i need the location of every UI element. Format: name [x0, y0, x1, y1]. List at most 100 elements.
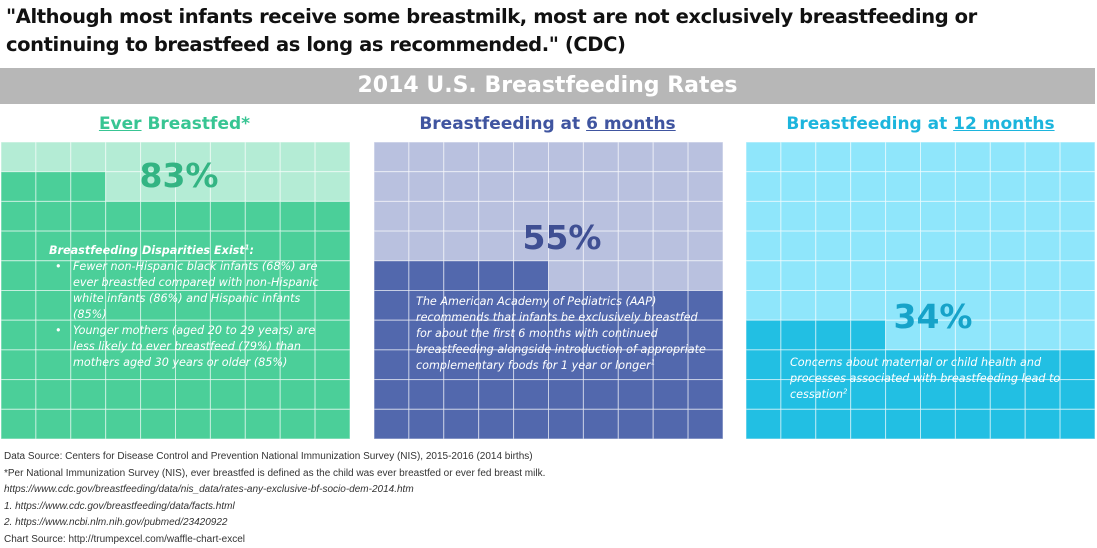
waffle-cell-empty: [746, 172, 781, 202]
waffle-cell-filled: [409, 409, 444, 439]
waffle-cell-filled: [315, 231, 350, 261]
waffle-cell-empty: [921, 201, 956, 231]
waffle-cell-filled: [479, 261, 514, 291]
waffle-cell-empty: [781, 142, 816, 172]
waffle-cell-empty: [1025, 231, 1060, 261]
waffle-cell-empty: [746, 231, 781, 261]
waffle-cell-empty: [444, 172, 479, 202]
waffle-cell-empty: [280, 172, 315, 202]
waffle-cell-empty: [746, 291, 781, 321]
waffle-cell-empty: [1, 142, 36, 172]
waffle-cell-filled: [210, 409, 245, 439]
panel-title-suffix: Breastfed*: [142, 114, 251, 134]
waffle-cell-empty: [746, 142, 781, 172]
waffle-cell-filled: [36, 201, 71, 231]
waffle-cell-empty: [583, 172, 618, 202]
waffle-cell-filled: [688, 380, 723, 410]
waffle-cell-filled: [955, 409, 990, 439]
waffle-cell-filled: [1, 291, 36, 321]
waffle-cell-empty: [688, 172, 723, 202]
panel-title-ever-breastfed: Ever Breastfed*: [0, 111, 349, 137]
waffle-cell-filled: [990, 409, 1025, 439]
reference-2-link[interactable]: 2. https://www.ncbi.nlm.nih.gov/pubmed/2…: [4, 515, 1092, 532]
waffle-cell-empty: [479, 142, 514, 172]
waffle-cell-empty: [36, 142, 71, 172]
waffle-cell-empty: [955, 231, 990, 261]
waffle-cell-empty: [990, 201, 1025, 231]
waffle-cell-empty: [409, 172, 444, 202]
waffle-cell-filled: [781, 409, 816, 439]
waffle-cell-filled: [409, 380, 444, 410]
waffle-cell-empty: [1025, 261, 1060, 291]
waffle-cell-empty: [409, 142, 444, 172]
waffle-cell-filled: [746, 320, 781, 350]
waffle-cell-filled: [444, 380, 479, 410]
waffle-cell-filled: [36, 172, 71, 202]
waffle-cell-empty: [955, 261, 990, 291]
waffle-cell-filled: [71, 172, 106, 202]
waffle-cell-empty: [781, 231, 816, 261]
aap-note-footnote: 1: [651, 358, 655, 366]
waffle-cell-empty: [688, 261, 723, 291]
quote-heading: "Although most infants receive some brea…: [6, 3, 1094, 59]
waffle-cell-empty: [746, 261, 781, 291]
waffle-cell-filled: [653, 409, 688, 439]
waffle-cell-filled: [245, 380, 280, 410]
waffle-cell-empty: [851, 172, 886, 202]
waffle-cell-empty: [514, 172, 549, 202]
waffle-cell-empty: [886, 261, 921, 291]
waffle-cell-empty: [921, 142, 956, 172]
waffle-cell-empty: [746, 201, 781, 231]
waffle-cell-filled: [746, 409, 781, 439]
waffle-cell-empty: [688, 142, 723, 172]
chart-banner-title: 2014 U.S. Breastfeeding Rates: [0, 68, 1095, 104]
waffle-cell-empty: [1060, 291, 1095, 321]
waffle-cell-filled: [886, 409, 921, 439]
waffle-cell-empty: [245, 172, 280, 202]
waffle-cell-empty: [1025, 142, 1060, 172]
waffle-cell-empty: [886, 231, 921, 261]
waffle-cell-empty: [444, 201, 479, 231]
waffle-cell-empty: [1060, 201, 1095, 231]
waffle-cell-empty: [955, 172, 990, 202]
waffle-cell-filled: [176, 201, 211, 231]
definition-line: *Per National Immunization Survey (NIS),…: [4, 466, 1092, 483]
waffle-cell-empty: [851, 231, 886, 261]
waffle-cell-empty: [688, 231, 723, 261]
waffle-cell-empty: [653, 261, 688, 291]
waffle-cell-empty: [816, 261, 851, 291]
waffle-cell-empty: [444, 142, 479, 172]
waffle-cell-filled: [210, 380, 245, 410]
cdc-data-link[interactable]: https://www.cdc.gov/breastfeeding/data/n…: [4, 482, 1092, 499]
data-source-line: Data Source: Centers for Disease Control…: [4, 449, 1092, 466]
waffle-cell-filled: [374, 291, 409, 321]
aap-recommendation-note: The American Academy of Pediatrics (AAP)…: [416, 294, 716, 374]
disparity-bullet: Fewer non-Hispanic black infants (68%) a…: [61, 259, 319, 323]
reference-1-link[interactable]: 1. https://www.cdc.gov/breastfeeding/dat…: [4, 499, 1092, 516]
waffle-cell-empty: [549, 142, 584, 172]
panel-title-prefix: Breastfeeding at: [786, 114, 953, 134]
waffle-cell-filled: [549, 409, 584, 439]
waffle-cell-filled: [245, 201, 280, 231]
waffle-cell-empty: [955, 142, 990, 172]
waffle-cell-filled: [816, 320, 851, 350]
waffle-cell-empty: [851, 261, 886, 291]
cessation-note-footnote: 2: [843, 387, 847, 395]
percent-label: 55%: [492, 220, 632, 256]
waffle-cell-empty: [653, 201, 688, 231]
waffle-cell-empty: [1025, 320, 1060, 350]
waffle-cell-filled: [618, 380, 653, 410]
waffle-cell-empty: [781, 291, 816, 321]
note-title-colon: :: [250, 244, 254, 257]
waffle-panel-6-months: 55% The American Academy of Pediatrics (…: [374, 142, 723, 439]
panel-title-underlined: 6 months: [586, 114, 676, 134]
waffle-cell-filled: [444, 261, 479, 291]
waffle-cell-filled: [315, 291, 350, 321]
aap-note-text: The American Academy of Pediatrics (AAP)…: [416, 295, 706, 372]
waffle-cell-filled: [374, 380, 409, 410]
waffle-cell-empty: [1060, 320, 1095, 350]
waffle-cell-empty: [374, 172, 409, 202]
waffle-cell-empty: [315, 142, 350, 172]
waffle-cell-filled: [479, 380, 514, 410]
waffle-cell-filled: [479, 409, 514, 439]
